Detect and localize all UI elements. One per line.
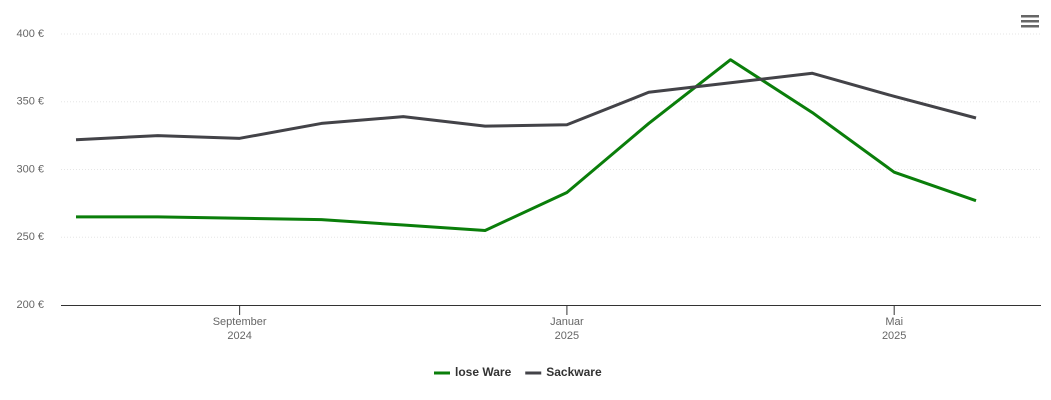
legend-label: Sackware	[546, 365, 602, 379]
menu-button[interactable]	[1021, 15, 1039, 28]
x-tick-label: Januar 2025	[550, 316, 584, 342]
x-tick-label: Mai 2025	[882, 316, 906, 342]
y-tick-label: 300 €	[16, 163, 44, 175]
y-tick-label: 400 €	[16, 28, 44, 40]
line	[75, 71, 977, 142]
menu-bar	[1021, 25, 1039, 28]
menu-bar	[1021, 20, 1039, 23]
y-tick-label: 250 €	[16, 231, 44, 243]
x-tick-label: September 2024	[213, 316, 267, 342]
y-tick-label: 350 €	[16, 96, 44, 108]
line	[76, 58, 977, 232]
y-tick-label: 200 €	[16, 299, 44, 311]
legend-label: lose Ware	[455, 365, 512, 379]
menu-bar	[1021, 15, 1039, 18]
